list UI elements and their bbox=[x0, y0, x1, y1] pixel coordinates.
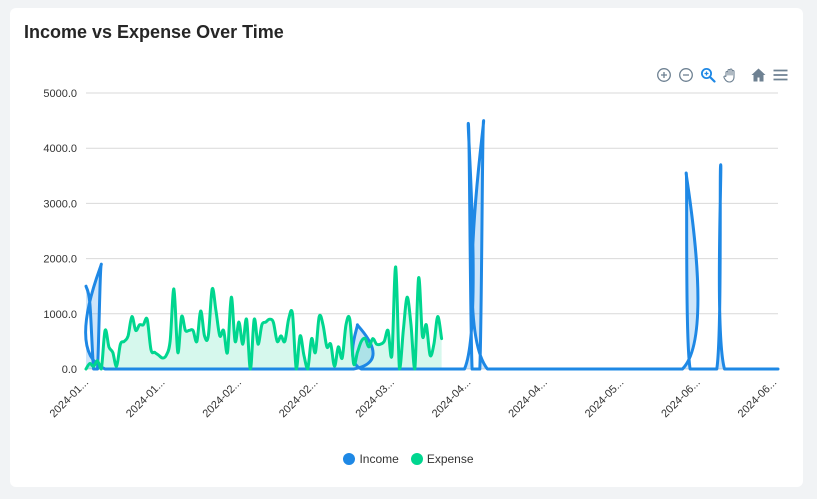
selection-zoom-icon[interactable] bbox=[699, 66, 717, 84]
y-tick-label: 5000.0 bbox=[43, 88, 77, 100]
y-tick-label: 4000.0 bbox=[43, 143, 77, 155]
expense-area bbox=[86, 266, 442, 369]
zoom-in-icon[interactable] bbox=[655, 66, 673, 84]
x-axis-ticks: 2024-01... 2024-01... 2024-02... 2024-02...… bbox=[48, 377, 780, 421]
x-tick-label: 2024-03... bbox=[353, 377, 397, 421]
x-tick-label: 2024-02... bbox=[277, 377, 321, 421]
legend-marker-expense bbox=[410, 453, 423, 465]
series-lines bbox=[84, 119, 780, 371]
legend-label-expense: Expense bbox=[426, 452, 474, 466]
legend-item-expense[interactable]: Expense bbox=[410, 452, 474, 466]
reset-home-icon[interactable] bbox=[749, 66, 767, 84]
x-tick-label: 2024-05... bbox=[583, 377, 627, 421]
chart-title: Income vs Expense Over Time bbox=[24, 22, 284, 42]
x-tick-label: 2024-02... bbox=[201, 377, 245, 421]
expense-line bbox=[84, 265, 444, 371]
legend-marker-income bbox=[343, 453, 356, 465]
x-tick-label: 2024-01... bbox=[48, 377, 92, 421]
zoom-out-icon[interactable] bbox=[677, 66, 695, 84]
x-tick-label: 2024-01... bbox=[124, 377, 168, 421]
grid-lines bbox=[86, 92, 778, 370]
legend-item-income[interactable]: Income bbox=[343, 452, 399, 466]
income-line bbox=[84, 119, 780, 371]
x-tick-label: 2024-06... bbox=[659, 377, 703, 421]
x-tick-label: 2024-04... bbox=[430, 377, 474, 421]
chart-legend: Income Expense bbox=[0, 452, 817, 466]
y-tick-label: 2000.0 bbox=[43, 254, 77, 266]
pan-icon[interactable] bbox=[721, 66, 739, 84]
x-tick-label: 2024-04... bbox=[506, 377, 550, 421]
y-tick-label: 0.0 bbox=[62, 364, 77, 376]
y-axis-ticks: 0.0 1000.0 2000.0 3000.0 4000.0 5000.0 bbox=[43, 88, 77, 376]
x-tick-label: 2024-06... bbox=[736, 377, 780, 421]
y-tick-label: 1000.0 bbox=[43, 309, 77, 321]
chart-toolbar bbox=[655, 66, 789, 84]
y-tick-label: 3000.0 bbox=[43, 198, 77, 210]
menu-icon[interactable] bbox=[771, 66, 789, 84]
series-areas bbox=[85, 120, 779, 369]
chart-card: Income vs Expense Over Time bbox=[10, 8, 803, 487]
legend-label-income: Income bbox=[359, 452, 399, 466]
